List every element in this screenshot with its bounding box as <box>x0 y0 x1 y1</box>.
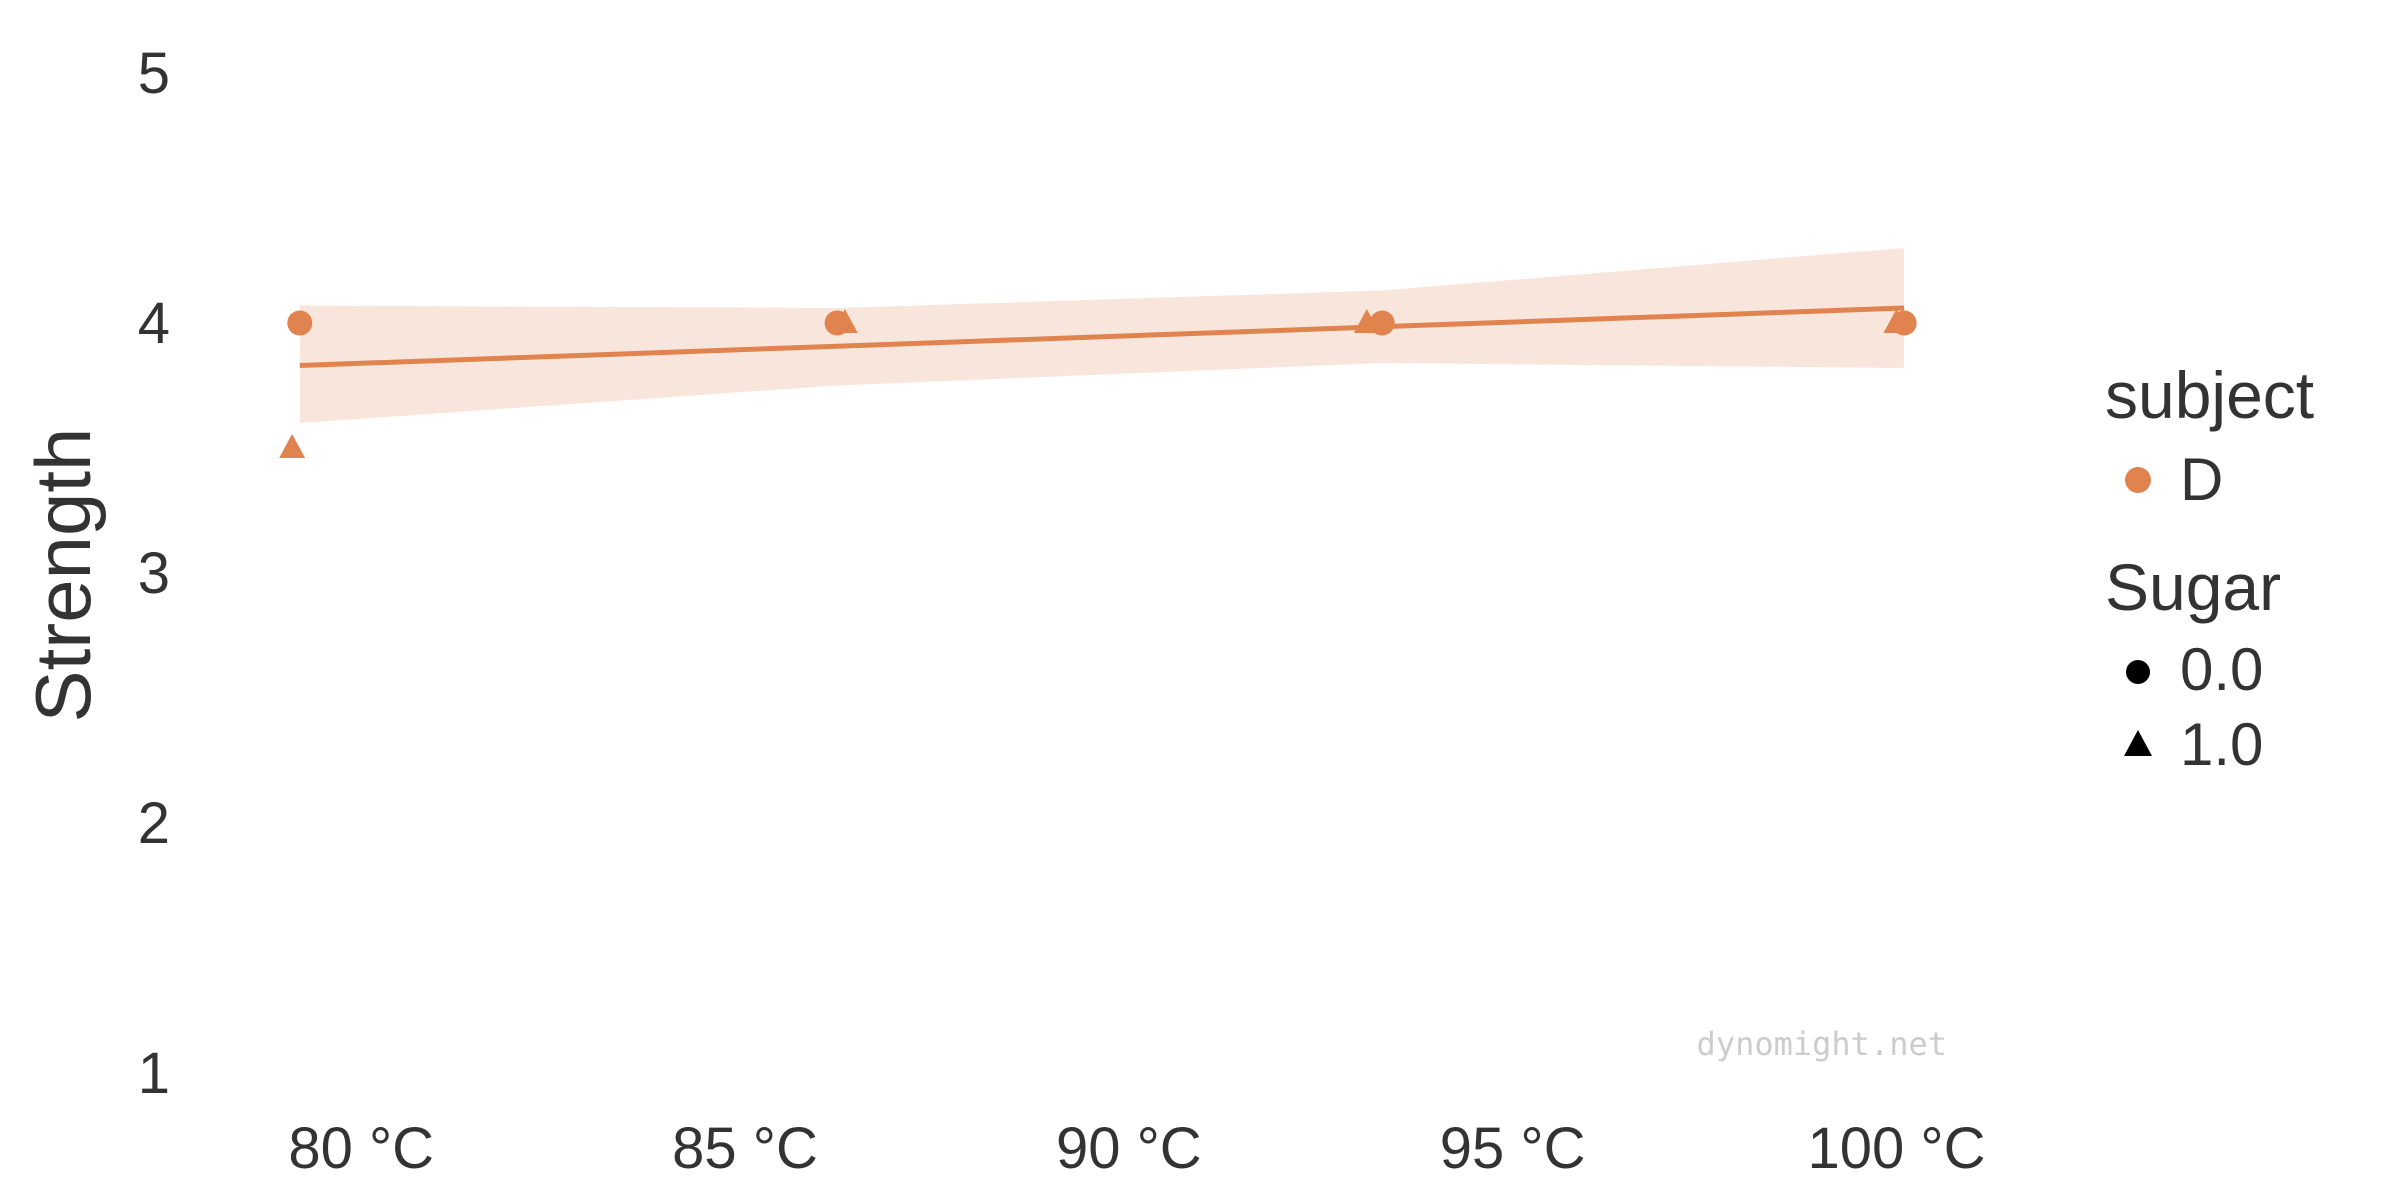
x-tick-label: 80 °C <box>288 1116 434 1181</box>
y-axis-title: Strength <box>19 428 107 723</box>
regression-line <box>299 305 1905 368</box>
x-axis-ticks: 80 °C 85 °C 90 °C 95 °C 100 °C <box>288 1116 1985 1181</box>
data-points <box>279 309 1917 458</box>
data-point-5 <box>1369 310 1395 336</box>
watermark-text: dynomight.net <box>1697 1025 1947 1063</box>
legend-sugar-0-label: 0.0 <box>2180 636 2263 703</box>
y-tick-label: 3 <box>138 541 170 606</box>
legend-subject-d-label: D <box>2180 446 2223 513</box>
legend-sugar-circle-marker <box>2126 660 2150 684</box>
data-point-0 <box>287 310 313 336</box>
legend: subject D Sugar 0.0 1.0 <box>2105 358 2314 778</box>
y-axis-ticks: 1 2 3 4 5 <box>138 41 170 1106</box>
x-tick-label: 90 °C <box>1056 1116 1202 1181</box>
y-tick-label: 2 <box>138 791 170 856</box>
data-point-7 <box>1883 309 1910 333</box>
y-tick-label: 5 <box>138 41 170 106</box>
x-tick-label: 95 °C <box>1440 1116 1586 1181</box>
y-tick-label: 4 <box>138 291 170 356</box>
x-tick-label: 100 °C <box>1807 1116 1985 1181</box>
data-point-3 <box>831 309 858 333</box>
legend-subject-d-marker <box>2125 467 2151 493</box>
legend-sugar-1-label: 1.0 <box>2180 711 2263 778</box>
legend-sugar-title: Sugar <box>2105 550 2281 624</box>
legend-sugar-triangle-marker <box>2124 730 2152 756</box>
x-tick-label: 85 °C <box>672 1116 818 1181</box>
data-point-1 <box>279 434 306 458</box>
y-tick-label: 1 <box>138 1041 170 1106</box>
legend-subject-title: subject <box>2105 358 2314 432</box>
plot-area <box>279 248 1917 458</box>
